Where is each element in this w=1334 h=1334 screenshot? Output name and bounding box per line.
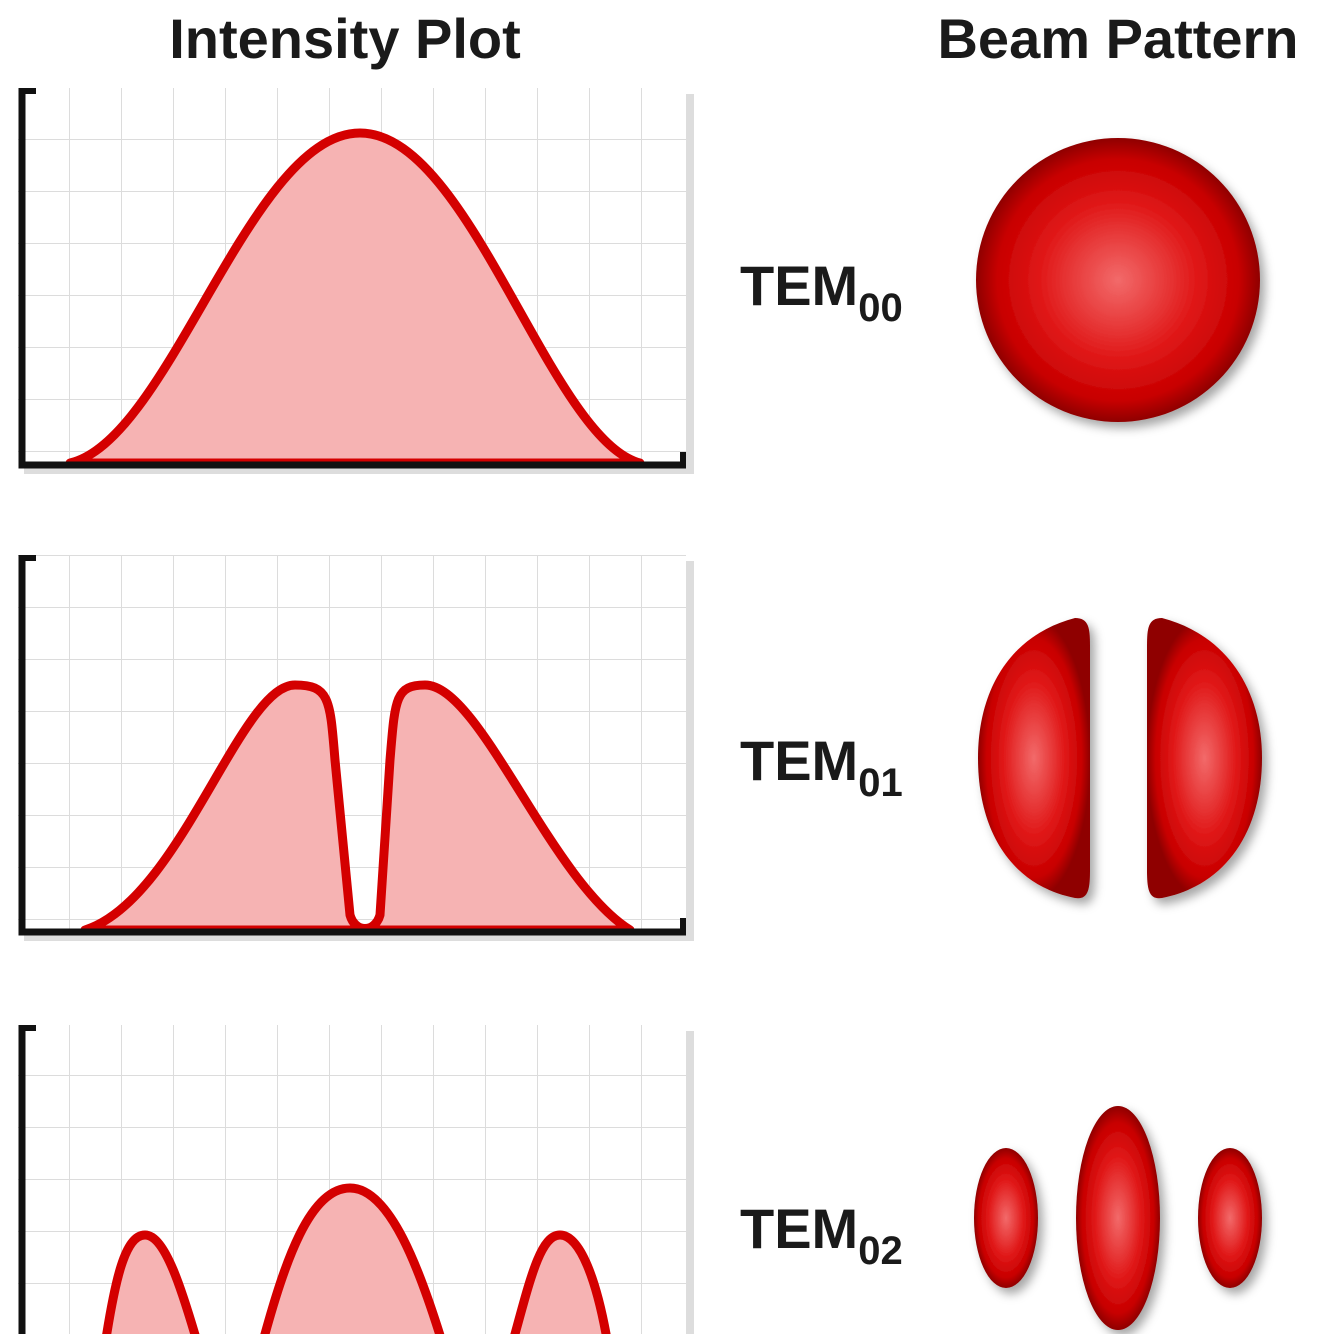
mode-label: TEM02 [740, 1197, 903, 1273]
beam-pattern [974, 1106, 1262, 1330]
mode-label: TEM00 [740, 254, 903, 330]
mode-name: TEM [740, 1197, 858, 1260]
intensity-plot [18, 88, 694, 474]
mode-label: TEM01 [740, 729, 903, 805]
intensity-plot [18, 555, 694, 941]
header: Beam Pattern [937, 7, 1298, 70]
beam-pattern [976, 138, 1260, 422]
mode-name: TEM [740, 254, 858, 317]
mode-subscript: 01 [858, 761, 903, 805]
beam-pattern [978, 618, 1262, 899]
intensity-plot [18, 1025, 694, 1334]
mode-name: TEM [740, 729, 858, 792]
header: Intensity Plot [169, 7, 521, 70]
mode-subscript: 02 [858, 1229, 903, 1273]
mode-subscript: 00 [858, 286, 903, 330]
